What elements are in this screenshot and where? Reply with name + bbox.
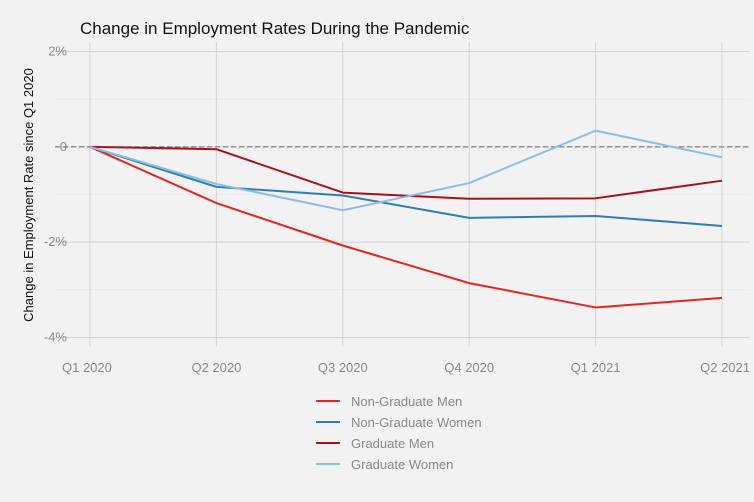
x-tick-label: Q2 2020 [191,360,241,375]
x-tick-label: Q4 2020 [444,360,494,375]
x-tick-label: Q1 2021 [571,360,621,375]
x-tick-label: Q1 2020 [62,360,112,375]
series-line-non-graduate-men [89,145,723,309]
chart-title: Change in Employment Rates During the Pa… [80,19,470,38]
x-axis-ticks: Q1 2020 Q2 2020 Q3 2020 Q4 2020 Q1 2021 Q2 20… [62,360,750,375]
legend-label: Graduate Men [351,436,434,451]
legend-label: Graduate Women [351,457,453,472]
legend: Non-Graduate Men Non-Graduate Women Gradua… [316,394,482,472]
legend-label: Non-Graduate Men [351,394,462,409]
y-axis-label: Change in Employment Rate since Q1 2020 [21,68,36,322]
series-lines [89,129,723,309]
y-tick-label: -4% [44,329,68,344]
y-tick-label: -2% [44,234,68,249]
series-line-graduate-men [89,145,723,200]
series-line-non-graduate-women [89,145,723,227]
y-tick-label: 2% [48,44,67,59]
series-line-graduate-women [89,129,723,212]
x-tick-label: Q3 2020 [318,360,368,375]
y-axis-ticks: 2%0-2%-4% [44,44,68,345]
x-tick-label: Q2 2021 [700,360,750,375]
legend-label: Non-Graduate Women [351,415,482,430]
grid [55,42,750,347]
